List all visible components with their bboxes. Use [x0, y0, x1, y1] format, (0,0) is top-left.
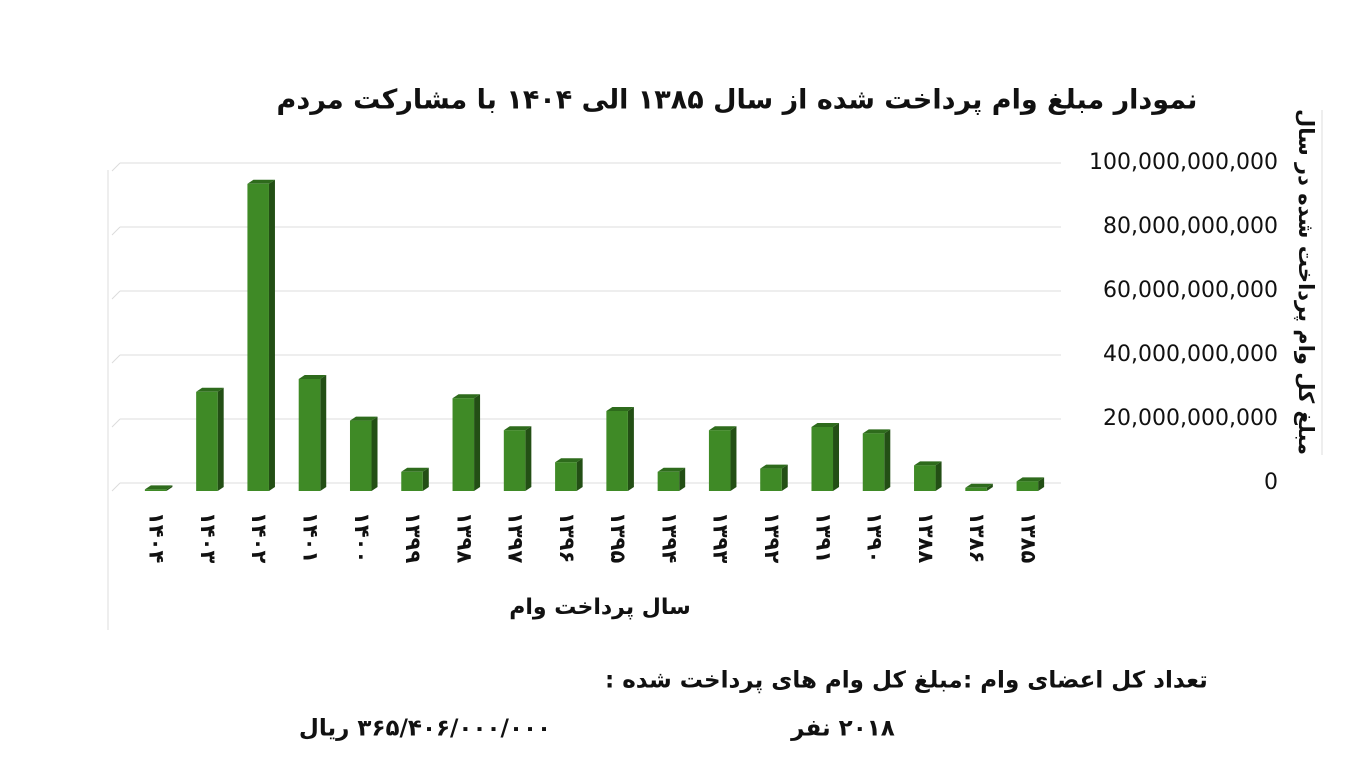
bar-side [371, 416, 378, 491]
bar [144, 489, 167, 491]
x-tick-label: ۱۴۰۳ [196, 512, 220, 563]
y-tick-label: 100,000,000,000 [1089, 150, 1278, 175]
bar-side [576, 458, 583, 491]
x-tick-label: ۱۳۹۲ [760, 512, 784, 563]
x-tick-label: ۱۳۸۵ [1016, 512, 1040, 563]
x-tick-label: ۱۳۹۴ [657, 512, 681, 563]
bar-top [760, 464, 788, 469]
bar-top [1016, 477, 1045, 482]
grid-line [111, 354, 121, 364]
summary-label: تعداد کل اعضای وام : [963, 668, 1208, 694]
bar [298, 379, 321, 491]
bar-side [627, 407, 634, 491]
bar [657, 471, 680, 491]
bar-top [862, 429, 891, 434]
bar-side [217, 387, 224, 491]
bar [811, 427, 834, 491]
bar-top [196, 387, 224, 392]
bar [606, 411, 628, 491]
x-tick-label: ۱۳۹۶ [555, 512, 579, 563]
bar-side [781, 464, 788, 491]
x-tick-label: ۱۴۰۱ [298, 512, 322, 563]
bar-side [884, 429, 891, 491]
grid-line [111, 290, 121, 300]
bar [760, 468, 782, 491]
bar-top [811, 423, 840, 427]
x-tick-label: ۱۳۹۹ [401, 512, 425, 563]
x-tick-label: ۱۳۹۳ [709, 512, 733, 563]
chart-title: نمودار مبلغ وام پرداخت شده از سال ۱۳۸۵ ا… [277, 85, 1198, 116]
bar-side [935, 461, 942, 491]
grid-line [111, 162, 121, 172]
bar [452, 398, 475, 491]
grid-line [111, 482, 121, 492]
summary-value: ۲۰۱۸ نفر [790, 716, 895, 742]
bar [196, 391, 218, 491]
bar-side [1038, 477, 1045, 491]
bar-top [298, 375, 327, 379]
x-tick-label: ۱۳۹۷ [504, 512, 528, 563]
bar-top [606, 407, 634, 411]
x-tick-label: ۱۴۰۰ [350, 512, 374, 563]
x-tick-label: ۱۳۹۸ [452, 512, 476, 563]
bar-top [452, 394, 481, 399]
bar-side [474, 394, 481, 491]
bar-side [679, 467, 686, 491]
bar-side [833, 423, 840, 491]
bar-top [657, 467, 686, 472]
x-axis-label: سال پرداخت وام [509, 595, 691, 620]
y-tick-label: 20,000,000,000 [1103, 406, 1278, 431]
y-tick-label: 0 [1264, 470, 1278, 495]
bar [965, 487, 987, 491]
bar [349, 420, 372, 491]
x-tick-label: ۱۳۸۸ [914, 512, 938, 563]
y-axis-label: مبلغ کل وام پرداخت شده در سال [1294, 109, 1318, 455]
bar [914, 465, 936, 491]
bar-side [730, 426, 737, 491]
x-tick-label: ۱۴۰۴ [145, 512, 169, 563]
y-tick-label: 60,000,000,000 [1103, 278, 1278, 303]
x-tick-label: ۱۳۹۰ [863, 512, 887, 563]
bar-side [525, 426, 532, 491]
bar-top [708, 426, 737, 431]
bar [555, 462, 577, 491]
bar-side [166, 485, 173, 491]
bar-top [401, 467, 429, 472]
bar-side [986, 483, 993, 491]
bar-top [247, 179, 275, 184]
bar [247, 183, 269, 492]
x-tick-label: ۱۳۹۵ [606, 512, 630, 563]
bar-side [268, 179, 275, 492]
bar-side [320, 375, 327, 491]
x-tick-label: ۱۳۹۱ [811, 512, 835, 563]
grid-line [111, 226, 121, 236]
bar-top [144, 485, 173, 490]
bar [708, 430, 731, 491]
bar [1016, 481, 1039, 491]
x-tick-label: ۱۴۰۲ [247, 512, 271, 563]
bar-top [555, 458, 583, 463]
y-tick-label: 80,000,000,000 [1103, 214, 1278, 239]
bar [503, 430, 526, 491]
bar [401, 471, 423, 491]
bar-top [503, 426, 532, 431]
y-tick-label: 40,000,000,000 [1103, 342, 1278, 367]
bar-side [422, 467, 429, 491]
bar-top [914, 461, 942, 466]
bar [862, 433, 885, 491]
x-tick-label: ۱۳۸۶ [965, 512, 989, 563]
grid-line [111, 418, 121, 428]
summary-label: مبلغ کل وام های پرداخت شده : [605, 668, 963, 694]
bar-top [349, 416, 378, 421]
summary-value: ۳۶۵/۴۰۶/۰۰۰/۰۰۰ ریال [299, 716, 551, 742]
bar-top [965, 483, 993, 488]
